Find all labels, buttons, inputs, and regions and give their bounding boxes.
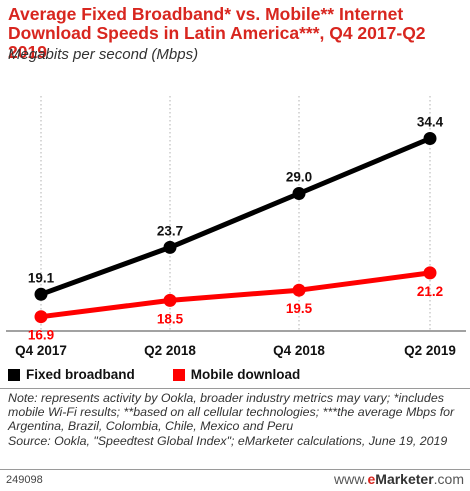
data-label-fixed-broadband-q4-2017: 19.1 xyxy=(28,270,55,285)
data-label-mobile-download-q4-2017: 16.9 xyxy=(28,328,54,343)
x-tick-label-q2-2018: Q2 2018 xyxy=(144,343,196,358)
chart-subtitle: Megabits per second (Mbps) xyxy=(8,46,199,63)
series-line-mobile-download xyxy=(38,270,433,320)
chart-footnote: Note: represents activity by Ookla, broa… xyxy=(8,391,466,448)
x-tick-label-q2-2019: Q2 2019 xyxy=(404,343,456,358)
data-label-mobile-download-q2-2018: 18.5 xyxy=(157,311,184,326)
data-point-fixed-broadband-q4-2017 xyxy=(34,287,48,301)
data-label-mobile-download-q4-2018: 19.5 xyxy=(286,301,313,316)
legend-swatch-fixed-broadband xyxy=(8,368,20,381)
brand-prefix: www. xyxy=(334,471,368,487)
x-tick-label-q4-2018: Q4 2018 xyxy=(273,343,325,358)
data-point-fixed-broadband-q2-2019 xyxy=(423,132,437,145)
data-point-fixed-broadband-q4-2018 xyxy=(292,187,306,200)
legend-swatch-mobile-download xyxy=(172,368,185,381)
x-tick-label-q4-2017: Q4 2017 xyxy=(15,343,67,358)
divider-bottom xyxy=(0,469,470,470)
note-text: Note: represents activity by Ookla, broa… xyxy=(8,391,455,434)
brand-e: e xyxy=(367,471,376,487)
data-label-mobile-download-q2-2019: 21.2 xyxy=(417,284,443,299)
line-chart: Q4 2017 Q2 2018 Q4 2018 Q2 2019 19.1 23.7 29.0… xyxy=(6,96,466,358)
chart-legend: Fixed broadband Mobile download xyxy=(8,367,338,382)
brand-suffix: .com xyxy=(433,471,464,487)
source-text: Source: Ookla, "Speedtest Global Index";… xyxy=(8,433,448,448)
legend-label-fixed-broadband: Fixed broadband xyxy=(26,367,135,382)
data-label-fixed-broadband-q2-2019: 34.4 xyxy=(417,115,444,130)
data-label-fixed-broadband-q4-2018: 29.0 xyxy=(286,170,312,185)
series-line-fixed-broadband xyxy=(38,136,433,297)
emarketer-logo: www.eMarketer.com xyxy=(334,471,464,487)
chart-id: 249098 xyxy=(6,474,43,486)
legend-item-mobile-download: Mobile download xyxy=(172,367,301,382)
data-point-mobile-download-q4-2017 xyxy=(34,310,48,324)
divider-top xyxy=(0,388,470,389)
data-point-fixed-broadband-q2-2018 xyxy=(163,240,177,254)
data-point-mobile-download-q4-2018 xyxy=(292,283,306,297)
chart-title: Average Fixed Broadband* vs. Mobile** In… xyxy=(8,4,426,62)
legend-label-mobile-download: Mobile download xyxy=(190,367,301,382)
data-point-mobile-download-q2-2019 xyxy=(423,266,437,280)
data-point-mobile-download-q2-2018 xyxy=(163,293,177,307)
brand-name: Marketer xyxy=(375,471,434,487)
legend-item-fixed-broadband: Fixed broadband xyxy=(8,367,135,382)
data-label-fixed-broadband-q2-2018: 23.7 xyxy=(157,223,183,238)
